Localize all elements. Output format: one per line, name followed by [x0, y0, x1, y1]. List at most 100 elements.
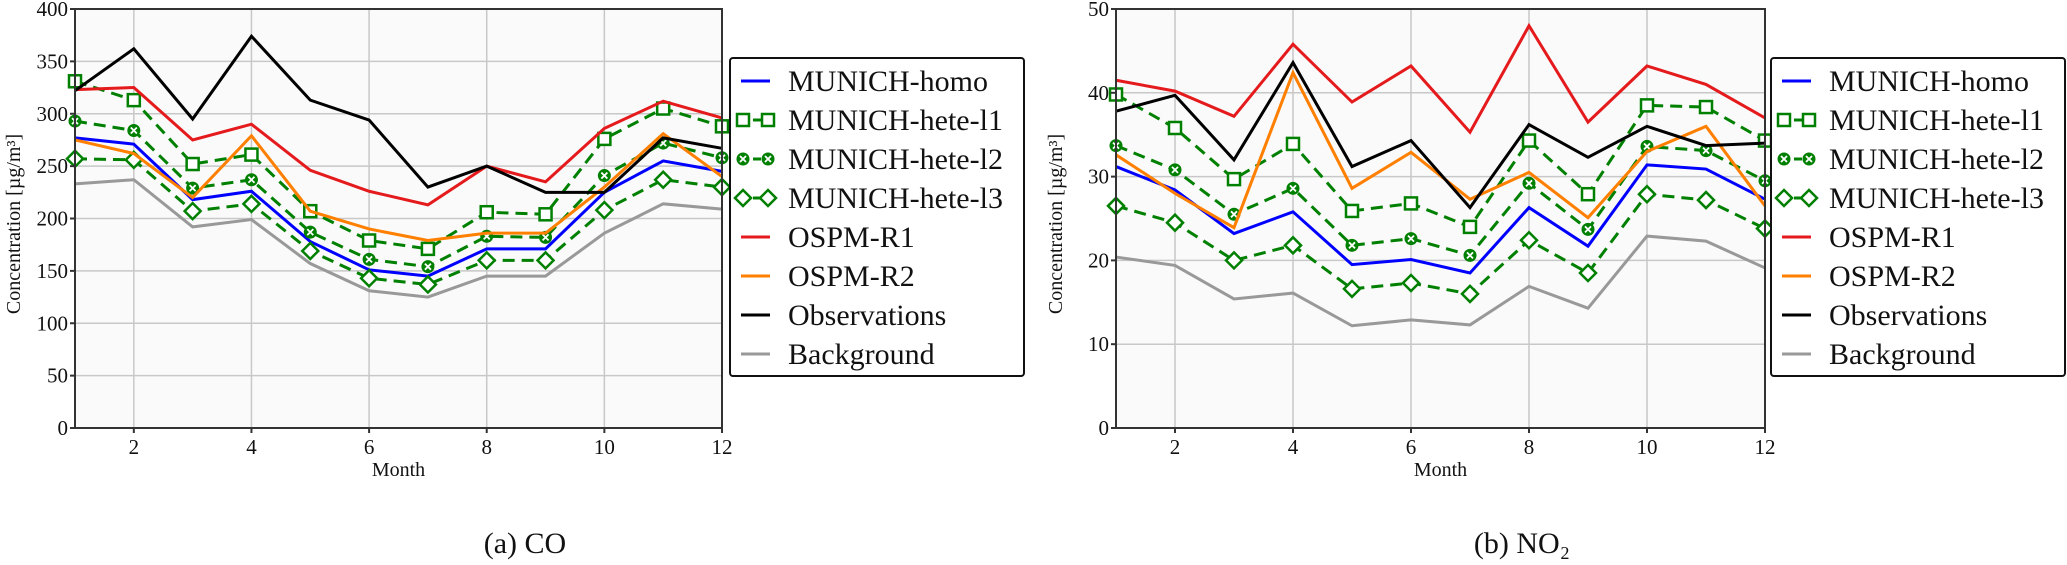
series-observations — [74, 33, 723, 194]
legend-label: MUNICH-hete-l3 — [788, 182, 1003, 215]
marker-cross — [1780, 155, 1788, 163]
legend-entry: Observations — [741, 299, 946, 332]
marker-cross — [365, 255, 373, 263]
data-point — [1226, 171, 1242, 187]
legend-label: MUNICH-homo — [788, 65, 988, 98]
y-tick-label: 40 — [1088, 81, 1109, 105]
data-point — [421, 260, 435, 274]
legend-marker — [1799, 188, 1819, 208]
data-point — [244, 173, 258, 187]
legend-marker — [1776, 112, 1792, 128]
legend-entry: OSPM-R2 — [1782, 260, 1956, 293]
y-tick-label: 300 — [37, 102, 69, 126]
y-tick-label: 20 — [1088, 248, 1109, 272]
data-point — [1521, 133, 1537, 148]
legend-label: OSPM-R1 — [788, 221, 915, 254]
data-point — [359, 268, 379, 288]
data-point — [1578, 263, 1598, 283]
data-point — [1224, 250, 1244, 271]
data-point — [300, 241, 321, 261]
data-point — [476, 250, 497, 271]
legend-entry: Observations — [1782, 299, 1987, 332]
marker-cross — [1702, 146, 1710, 155]
marker-cross — [1348, 241, 1356, 249]
legend-label: MUNICH-hete-l1 — [788, 104, 1003, 137]
legend-label: OSPM-R2 — [1829, 260, 1956, 293]
data-point — [1522, 176, 1536, 190]
x-tick-label: 2 — [1170, 435, 1181, 459]
y-tick-label: 250 — [37, 154, 69, 178]
data-point — [1344, 203, 1360, 219]
y-tick-label: 150 — [37, 259, 69, 283]
legend-label: MUNICH-hete-l2 — [788, 143, 1003, 176]
marker-cross — [1643, 142, 1651, 151]
data-point — [362, 252, 376, 266]
marker-cross — [1466, 251, 1474, 260]
series-line — [74, 178, 723, 299]
series-line — [74, 131, 723, 243]
legend-entry: Background — [1782, 338, 1976, 371]
series-munich-hete-l1 — [1108, 87, 1773, 235]
legend-label: Observations — [1829, 299, 1987, 332]
series-line — [74, 157, 723, 287]
legend-label: MUNICH-hete-l1 — [1829, 104, 2044, 137]
legend-marker — [733, 188, 753, 208]
marker-cross — [247, 176, 256, 184]
series-background — [1115, 234, 1766, 328]
data-point — [1581, 222, 1595, 236]
legend-entry: MUNICH-hete-l3 — [1774, 182, 2044, 215]
data-point — [185, 156, 200, 172]
data-point — [1463, 248, 1477, 262]
legend-entry: OSPM-R2 — [741, 260, 915, 293]
marker-cross — [541, 233, 550, 241]
data-point — [127, 124, 141, 138]
series-line — [74, 86, 723, 207]
x-tick-label: 6 — [364, 435, 375, 459]
legend: MUNICH-homo MUNICH-hete-l1 MUNICH-hete-l2 M… — [1770, 57, 2066, 377]
legend-marker — [761, 152, 775, 166]
co-panel: 0 50 100 150 200 250 300 350 400 2 4 6 8 10 12 Month Con… — [3, 0, 1025, 560]
series-line — [1115, 93, 1766, 229]
plot-background — [1116, 9, 1765, 428]
legend-marker — [1802, 152, 1816, 166]
x-tick-label: 12 — [712, 435, 733, 459]
data-point — [1637, 184, 1657, 204]
data-point — [1283, 235, 1303, 256]
marker-cross — [739, 155, 747, 163]
data-point — [1403, 196, 1419, 211]
marker-cross — [130, 126, 138, 135]
legend-label: Background — [788, 338, 935, 371]
y-tick-label: 100 — [37, 311, 69, 335]
data-point — [1165, 212, 1185, 233]
y-tick-label: 50 — [1088, 0, 1109, 21]
data-point — [1462, 219, 1478, 235]
legend-label: MUNICH-homo — [1829, 65, 2029, 98]
legend-label: OSPM-R1 — [1829, 221, 1956, 254]
data-point — [1698, 99, 1714, 115]
legend-box — [1770, 57, 2066, 377]
legend-marker — [1777, 152, 1791, 166]
series-munich-hete-l3 — [65, 149, 732, 295]
marker-cross — [1289, 184, 1297, 192]
legend-entry: Background — [741, 338, 935, 371]
series-munich-homo — [1115, 163, 1766, 275]
legend-label: MUNICH-hete-l2 — [1829, 143, 2044, 176]
data-point — [241, 194, 262, 214]
marker-cross — [600, 171, 609, 180]
legend-label: Observations — [788, 299, 946, 332]
data-point — [653, 169, 673, 190]
x-tick-label: 4 — [246, 435, 257, 459]
no2-panel: 0 10 20 30 40 50 2 4 6 8 10 12 Month Concentration [µ… — [1045, 0, 2066, 560]
data-point — [1460, 284, 1480, 304]
x-tick-label: 4 — [1288, 435, 1299, 459]
data-point — [479, 204, 494, 220]
legend-entry: MUNICH-hete-l1 — [1776, 104, 2044, 137]
y-axis-label: Concentration [µg/m³] — [1045, 134, 1067, 314]
data-point — [126, 92, 142, 108]
series-ospm-r1 — [74, 86, 723, 207]
legend: MUNICH-homo MUNICH-hete-l1 MUNICH-hete-l2 M… — [729, 57, 1025, 377]
marker-cross — [764, 155, 772, 163]
marker-cross — [1584, 225, 1592, 234]
x-tick-label: 6 — [1406, 435, 1417, 459]
legend-label: MUNICH-hete-l3 — [1829, 182, 2044, 215]
